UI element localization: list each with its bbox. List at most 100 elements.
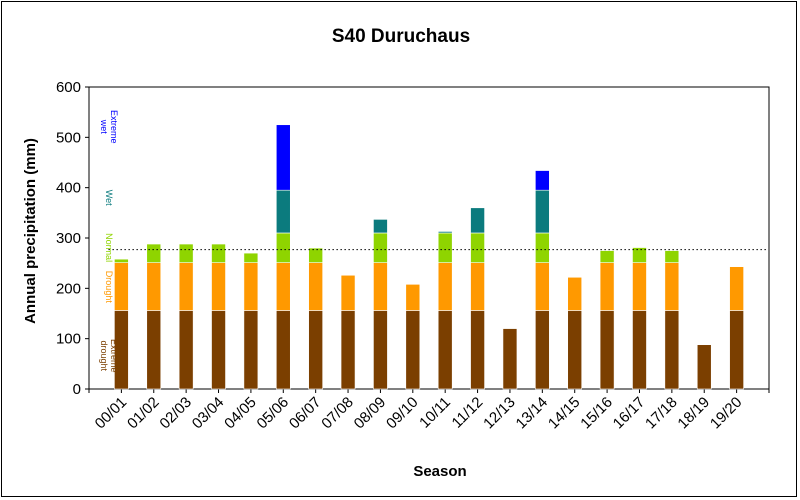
bar-segment [470,207,485,234]
bar-segment [632,262,647,311]
bar-segment [114,258,129,263]
plot-area: 010020030040050060000/0101/0202/0303/040… [56,79,770,433]
zone-label-line: wet [99,119,109,135]
bar-segment [114,262,129,311]
x-tick-label: 16/17 [610,394,649,433]
bar-segment [437,310,453,390]
y-tick-label: 600 [56,79,81,96]
bar-segment [275,232,291,263]
bar-segment [664,310,680,390]
bar-segment [567,276,583,311]
x-tick-label: 19/20 [707,394,746,433]
zone-label: Extremedrought [99,339,119,373]
bar-segment [211,262,226,311]
bar-segment [470,310,485,390]
bar-segment [664,250,680,263]
bar-segment [275,124,291,191]
bar-segment [146,243,162,263]
bar-segment [146,262,162,311]
chart-title: S40 Duruchaus [332,26,470,47]
x-tick-label: 07/08 [318,394,357,433]
bar-segment [535,310,550,390]
bar-segment [275,310,291,390]
bar-segment [470,262,485,311]
x-tick-label: 02/03 [156,394,195,433]
bar-segment [599,250,615,263]
zone-label-line: Wet [104,190,114,206]
bar-segment [696,344,712,390]
bar-segment [178,310,194,390]
y-tick-label: 0 [73,381,81,398]
bar-segment [308,247,323,263]
y-axis-title: Annual precipitation (mm) [22,138,39,324]
bar-segment [437,232,453,263]
bar-segment [178,262,194,311]
bar-segment [308,262,323,311]
bar-segment [437,262,453,311]
x-tick-label: 01/02 [124,394,163,433]
bar-segment [632,310,647,390]
bar-segment [340,274,356,311]
bar-segment [211,310,226,390]
bar-segment [664,262,680,311]
bar-segment [535,189,550,234]
zone-label-line: drought [99,341,109,372]
bar-segment [308,310,323,390]
bar-segment [405,310,421,390]
bar-segment [470,232,485,263]
x-tick-label: 06/07 [286,394,325,433]
x-tick-label: 15/16 [577,394,616,433]
zone-label: Extremewet [99,110,119,144]
zone-label-line: Normal [104,233,114,262]
bar-segment [146,310,162,390]
y-tick-label: 400 [56,180,81,197]
bar-segment [729,266,744,311]
bar-segment [373,232,388,263]
zone-label: Wet [104,190,114,206]
x-tick-label: 00/01 [92,394,131,433]
zone-label: Normal [104,233,114,262]
x-tick-label: 10/11 [416,394,454,432]
bar-segment [599,310,615,390]
bar-segment [211,243,226,263]
bar-segment [243,310,259,390]
bar-segment [275,262,291,311]
zone-label: Drought [104,271,114,304]
bar-segment [599,262,615,311]
bar-segment [405,284,421,311]
x-tick-label: 13/14 [513,394,552,433]
x-tick-label: 14/15 [545,394,584,433]
y-tick-label: 200 [56,280,81,297]
bar-segment [340,310,356,390]
bar-segment [729,310,744,390]
bar-segment [535,262,550,311]
zone-label-line: Extreme [109,110,119,144]
bar-segment [632,247,647,263]
bar-segment [275,189,291,234]
bar-segment [243,262,259,311]
bar-segment [535,170,550,191]
x-tick-label: 09/10 [383,394,422,433]
bar-segment [437,231,453,234]
x-tick-label: 17/18 [642,394,681,433]
x-tick-label: 12/13 [480,394,519,433]
x-tick-label: 11/12 [449,394,487,432]
bar-segment [535,232,550,263]
y-tick-label: 500 [56,129,81,146]
x-tick-label: 03/04 [189,394,228,433]
bar-segment [373,219,388,234]
bar-segment [243,252,259,263]
x-tick-label: 05/06 [254,394,293,433]
bar-segment [373,262,388,311]
bar-segment [373,310,388,390]
bar-segment [502,328,518,390]
bar-segment [178,243,194,263]
x-tick-label: 18/19 [674,394,713,433]
zone-label-line: Drought [104,271,114,304]
y-tick-label: 100 [56,331,81,348]
x-axis-title: Season [413,463,466,480]
bar-segment [567,310,583,390]
x-tick-label: 08/09 [351,394,390,433]
